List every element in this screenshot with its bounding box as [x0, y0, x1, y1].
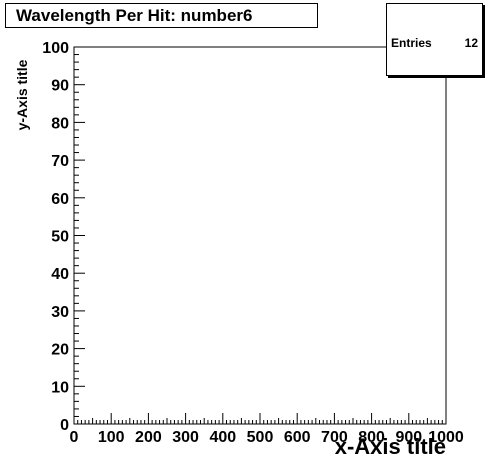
histogram-title: Wavelength Per Hit: number6: [5, 3, 318, 28]
x-axis-title: x-Axis title: [335, 434, 446, 460]
stats-box: Entries 12: [386, 3, 483, 76]
y-tick-label: 40: [51, 266, 69, 283]
y-tick-label: 90: [51, 78, 69, 95]
stats-entries-label: Entries: [391, 36, 432, 50]
x-tick-label: 300: [172, 429, 199, 446]
stats-entries-row: Entries 12: [391, 36, 478, 50]
y-axis: 0 10 20 30 40 50 60 70 80 90 100: [42, 40, 85, 434]
x-tick-label: 0: [70, 429, 79, 446]
x-tick-label: 600: [284, 429, 311, 446]
y-tick-label: 80: [51, 115, 69, 132]
y-axis-title: y-Axis title: [14, 60, 30, 131]
plot-area: [74, 47, 446, 424]
y-tick-label: 10: [51, 379, 69, 396]
y-tick-label: 70: [51, 153, 69, 170]
x-tick-label: 200: [135, 429, 162, 446]
x-tick-label: 400: [209, 429, 236, 446]
x-tick-label: 500: [247, 429, 274, 446]
title-text: Wavelength Per Hit: number6: [16, 6, 252, 25]
y-tick-label: 100: [42, 40, 69, 57]
y-tick-label: 0: [60, 417, 69, 434]
y-tick-label: 60: [51, 191, 69, 208]
x-tick-label: 100: [98, 429, 125, 446]
stats-entries-value: 12: [465, 36, 478, 50]
y-tick-label: 50: [51, 229, 69, 246]
y-tick-label: 20: [51, 342, 69, 359]
plot-frame: [74, 47, 446, 424]
y-tick-label: 30: [51, 304, 69, 321]
